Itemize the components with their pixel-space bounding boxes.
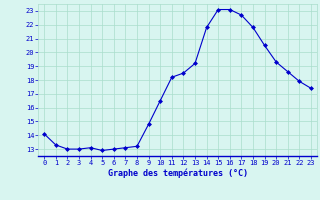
X-axis label: Graphe des températures (°C): Graphe des températures (°C): [108, 169, 248, 178]
